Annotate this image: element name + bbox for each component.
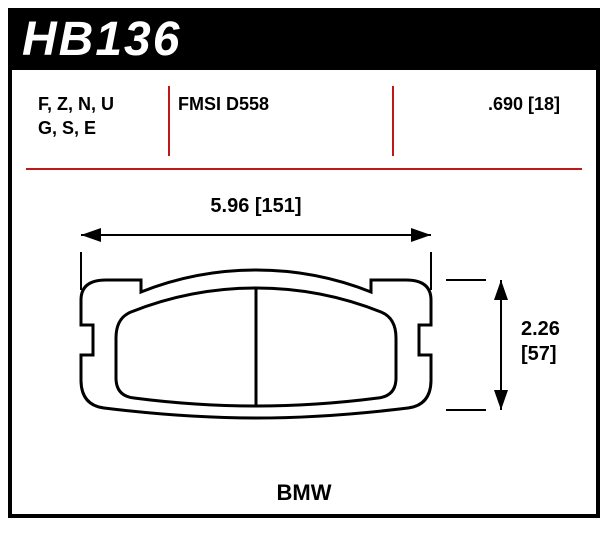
pad-outline [81, 270, 431, 418]
pad-diagram-svg: 5.96 [151] 2.26 [57] [26, 180, 582, 460]
spec-thickness: .690 [18] [386, 86, 582, 166]
compounds-line2: G, S, E [38, 116, 154, 140]
title-band: HB136 [8, 8, 600, 70]
height-dimension: 2.26 [57] [446, 280, 560, 410]
height-in-label: 2.26 [521, 318, 560, 340]
width-in-text: 5.96 [210, 195, 249, 217]
part-number-title: HB136 [22, 12, 181, 67]
width-label: 5.96 [151] [210, 195, 301, 217]
vehicle-make-label: BMW [0, 480, 608, 506]
divider-2 [392, 86, 394, 156]
rule-line [26, 168, 582, 170]
spec-sheet: HB136 F, Z, N, U G, S, E FMSI D558 .690 … [0, 0, 608, 534]
divider-1 [168, 86, 170, 156]
spec-row: F, Z, N, U G, S, E FMSI D558 .690 [18] [26, 86, 582, 166]
diagram-area: 5.96 [151] 2.26 [57] [26, 180, 582, 468]
width-mm-text: 151 [262, 195, 295, 217]
height-mm-label: [57] [521, 343, 557, 365]
spec-fmsi: FMSI D558 [166, 86, 386, 166]
spec-compounds: F, Z, N, U G, S, E [26, 86, 166, 166]
compounds-line1: F, Z, N, U [38, 92, 154, 116]
